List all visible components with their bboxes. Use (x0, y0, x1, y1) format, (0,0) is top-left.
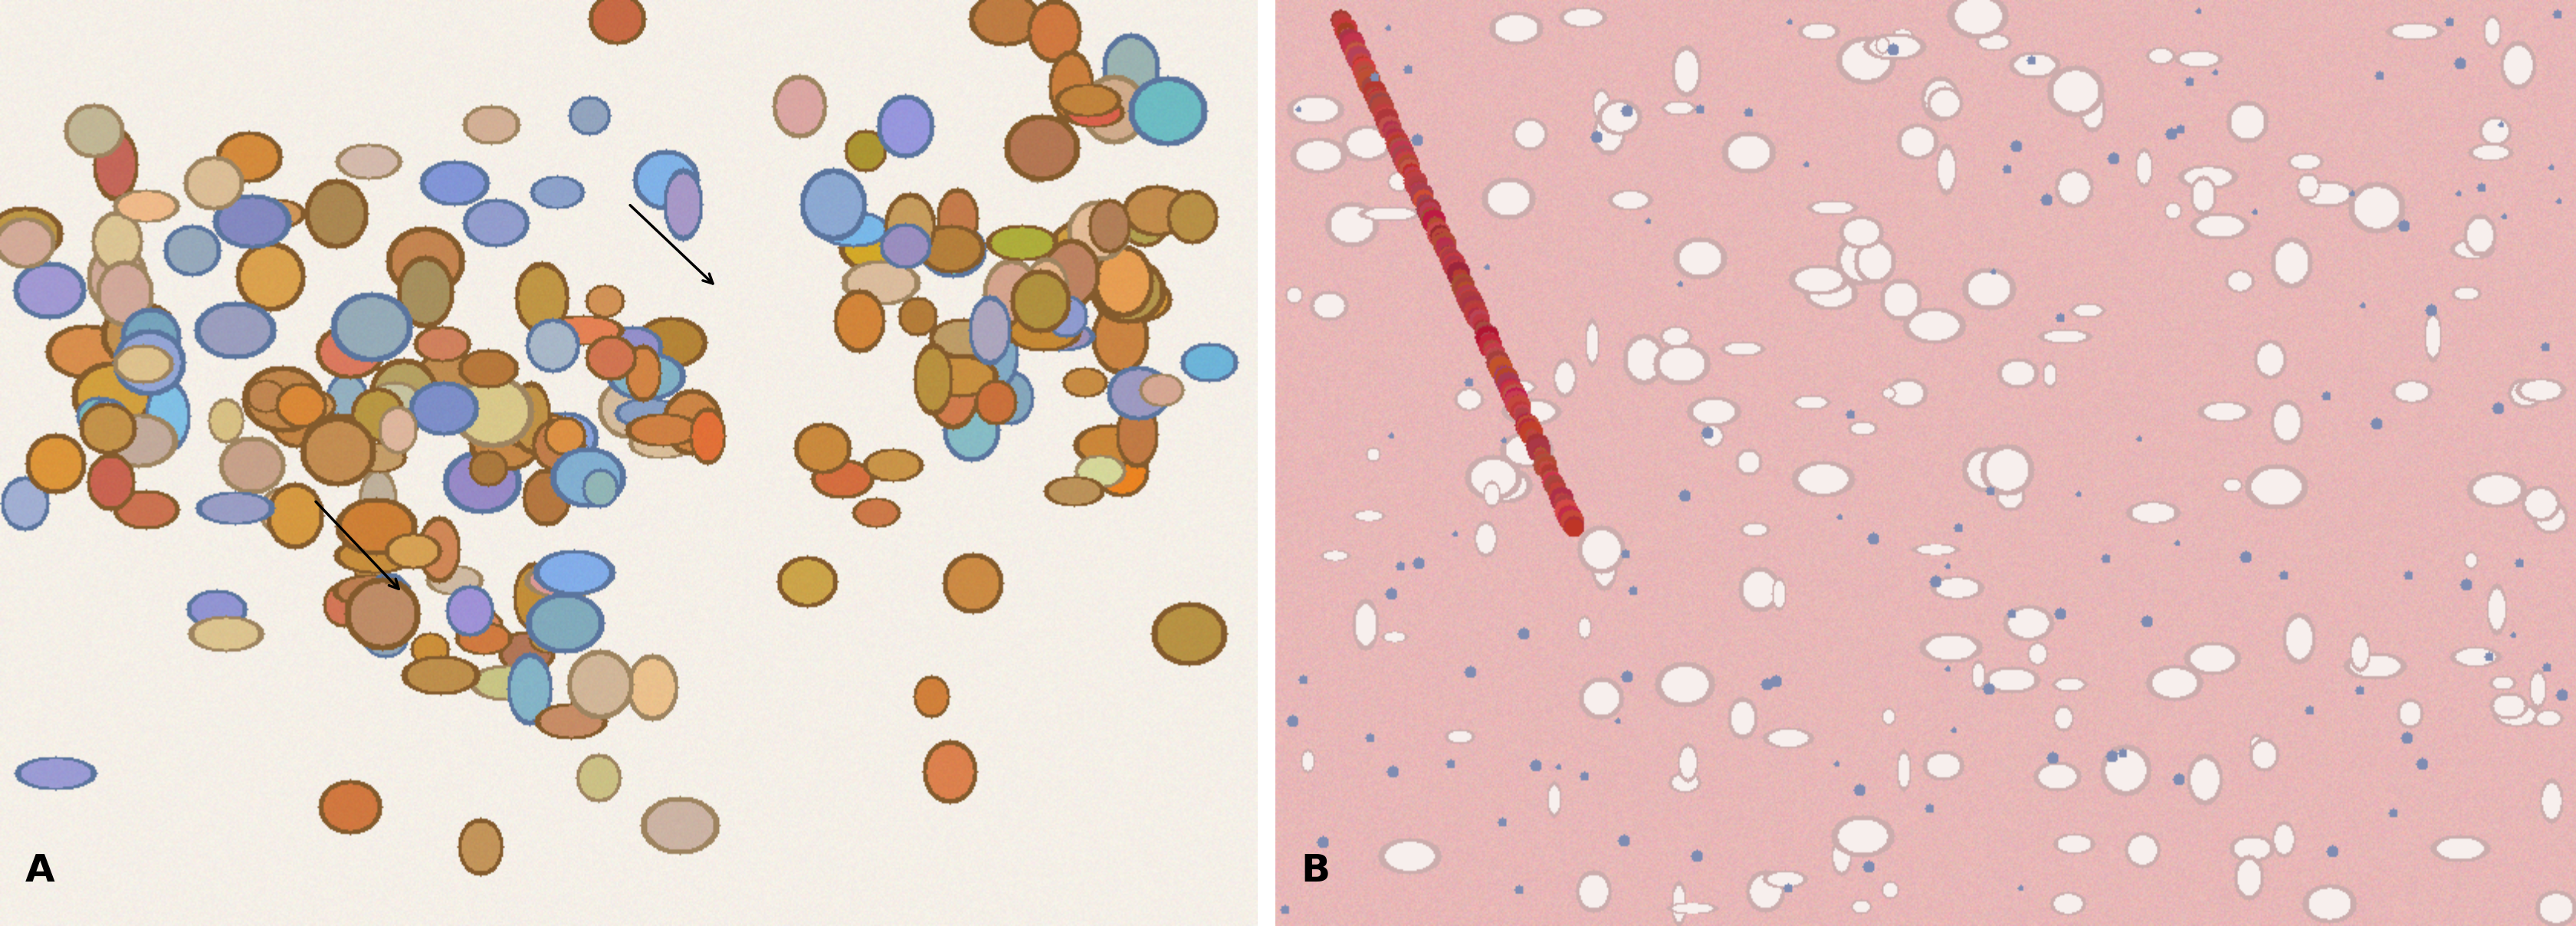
Text: B: B (1301, 852, 1329, 889)
Text: A: A (26, 852, 54, 889)
